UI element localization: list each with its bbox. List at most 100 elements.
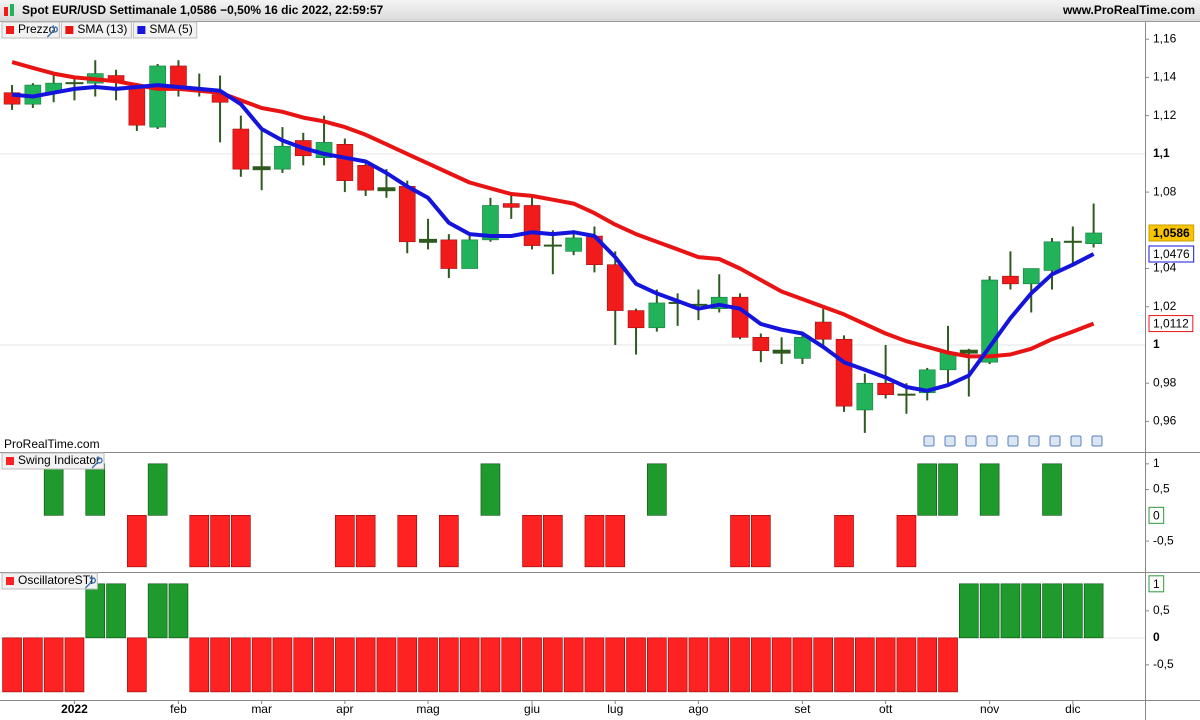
- indicator-bar: [335, 637, 355, 693]
- candle-body: [794, 337, 811, 359]
- candle-body: [752, 337, 770, 352]
- legend-swatch: [6, 26, 14, 34]
- indicator-bar: [563, 637, 584, 693]
- legend-swatch: [137, 26, 146, 34]
- sma-line: [11, 60, 1095, 359]
- y-tick-label: 0,5: [1153, 603, 1170, 617]
- candle-body: [502, 203, 520, 208]
- x-tick-label: 2022: [61, 702, 88, 716]
- y-tick-label: 1,04: [1153, 261, 1177, 275]
- settings-icon: [84, 576, 96, 589]
- last-value-box: [1148, 506, 1165, 524]
- y-tick-label: 0,96: [1153, 414, 1177, 428]
- indicator-bar: [251, 637, 272, 693]
- legend-box: [1, 572, 98, 590]
- indicator-bar: [792, 637, 813, 693]
- candle-body: [565, 237, 582, 252]
- last-value-box: [1148, 224, 1195, 242]
- header-title: Spot EUR/USD Settimanale 1,0586 −0,50% 1…: [22, 3, 384, 17]
- y-tick-label: 1,02: [1153, 299, 1177, 313]
- indicator-bar: [210, 515, 230, 568]
- indicator-bar: [917, 463, 938, 516]
- indicator-bar: [1083, 583, 1104, 639]
- x-tick-label: apr: [336, 702, 353, 716]
- candle-body: [877, 382, 894, 395]
- indicator-bar: [459, 637, 480, 693]
- indicator-bar: [355, 637, 376, 693]
- candle-body: [731, 296, 749, 338]
- indicator-bar: [730, 637, 750, 693]
- indicator-bar: [959, 583, 979, 639]
- indicator-bar: [189, 637, 210, 693]
- legend-box: [1, 452, 105, 470]
- indicator-bar: [605, 515, 626, 568]
- x-tick-label: nov: [980, 702, 999, 716]
- candle-body: [772, 349, 791, 354]
- candle-body: [835, 338, 853, 407]
- candle-body: [336, 144, 354, 181]
- x-tick-label: lug: [607, 702, 623, 716]
- indicator-bar: [751, 637, 771, 693]
- indicator-bar: [231, 637, 251, 693]
- indicator-bar: [522, 515, 542, 568]
- indicator-bar: [23, 637, 43, 693]
- indicator-bar: [127, 515, 147, 568]
- indicator-bar: [896, 515, 917, 568]
- settings-icon: [46, 25, 58, 38]
- x-tick-label: mag: [416, 702, 439, 716]
- indicator-bar: [480, 463, 501, 516]
- indicator-bar: [85, 463, 106, 516]
- event-icon: [1007, 435, 1019, 447]
- candle-body: [357, 165, 374, 191]
- indicator-bar: [647, 637, 667, 693]
- y-tick-label: 0,5: [1153, 482, 1170, 496]
- candle-body: [170, 65, 187, 88]
- indicator-bar: [626, 637, 646, 693]
- candle-body: [482, 205, 499, 241]
- last-value-label: 1,0112: [1153, 317, 1189, 331]
- candle-body: [1043, 241, 1061, 271]
- indicator-bar: [647, 463, 667, 516]
- indicator-bar: [834, 637, 854, 693]
- watermark: ProRealTime.com: [4, 437, 100, 451]
- candle-body: [149, 65, 166, 128]
- indicator-bar: [272, 637, 293, 693]
- indicator-bar: [43, 637, 64, 693]
- sma-line: [11, 83, 1095, 393]
- candle-body: [377, 187, 396, 192]
- candles: [3, 60, 1102, 433]
- indicator-bar: [979, 463, 1000, 516]
- indicator-bar: [751, 515, 771, 568]
- indicator-bar: [938, 637, 958, 693]
- indicator-bar: [543, 515, 563, 568]
- indicator-bar: [771, 637, 792, 693]
- x-tick-label: giu: [524, 702, 540, 716]
- legend-label: Swing Indicator: [18, 453, 100, 467]
- indicator-bar: [917, 637, 938, 693]
- indicator-bar: [147, 583, 168, 639]
- indicator-bar: [106, 583, 126, 639]
- y-tick-label: 0,98: [1153, 375, 1177, 389]
- indicator-bar: [584, 637, 605, 693]
- last-value-box: [1148, 575, 1165, 593]
- indicator-bar: [501, 637, 522, 693]
- event-icon: [944, 435, 956, 447]
- y-tick-label: 1: [1153, 456, 1160, 470]
- last-value-label: 0: [1153, 509, 1160, 523]
- indicator-bar: [730, 515, 750, 568]
- x-tick-label: set: [794, 702, 811, 716]
- indicator-bar: [397, 637, 418, 693]
- event-icon: [1091, 435, 1103, 447]
- indicator-bar: [875, 637, 896, 693]
- indicator-bar: [1042, 583, 1062, 639]
- legend-label: Prezzo: [18, 22, 56, 36]
- last-value-label: 1,0586: [1153, 226, 1190, 240]
- indicator-bar: [397, 515, 418, 568]
- y-tick-label: 1,1: [1153, 146, 1170, 160]
- event-icon: [965, 435, 977, 447]
- indicator-bar: [439, 637, 459, 693]
- candle-body: [1022, 268, 1040, 285]
- indicator-bar: [355, 515, 376, 568]
- y-tick-label: 0: [1153, 630, 1160, 644]
- candle-body: [523, 205, 541, 246]
